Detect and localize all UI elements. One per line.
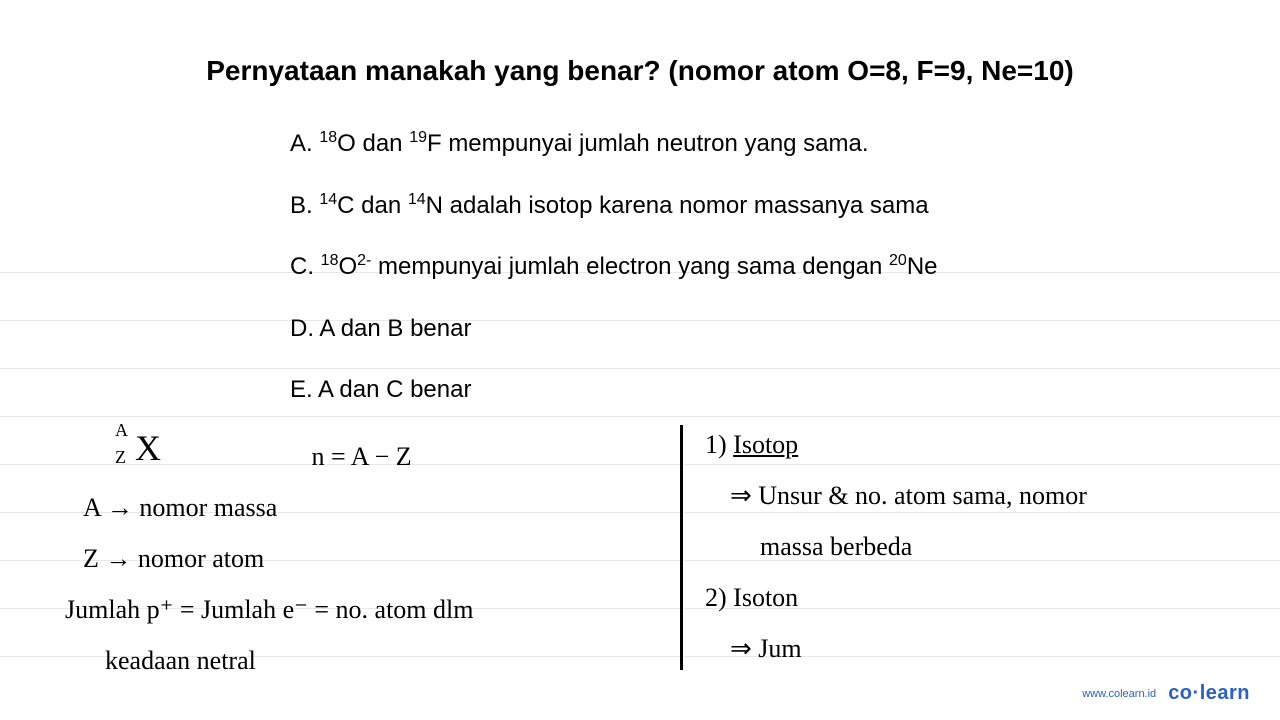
option-c-mid: mempunyai jumlah electron yang sama deng… [371, 253, 889, 280]
hw-formula-line: A Z X n = A − Z [65, 425, 645, 476]
option-a-prefix: A. [290, 130, 319, 157]
footer-url: www.colearn.id [1082, 688, 1156, 700]
azx-z: Z [115, 444, 126, 471]
hw-left-line2: Z → nomor atom [83, 539, 645, 578]
option-c-sup2: 2- [357, 252, 371, 269]
vertical-divider [680, 425, 683, 670]
hw-right-num2: 2) [705, 583, 733, 612]
option-b-rest: N adalah isotop karena nomor massanya sa… [426, 192, 929, 219]
azx-x: X [135, 421, 161, 475]
option-b-sup2: 14 [408, 191, 426, 208]
hw-isotop-title: Isotop [733, 430, 798, 459]
hw-right-line4: 2) Isoton [705, 578, 1225, 617]
hw-right-line3: massa berbeda [760, 527, 1225, 566]
option-a-sup1: 18 [319, 129, 337, 146]
option-a-sup2: 19 [409, 129, 427, 146]
option-c: C. 18O2- mempunyai jumlah electron yang … [290, 250, 1250, 284]
hw-neutron-formula: n = A − Z [312, 442, 412, 471]
option-e: E. A dan C benar [290, 373, 1250, 407]
content-area: Pernyataan manakah yang benar? (nomor at… [0, 0, 1280, 720]
question-title: Pernyataan manakah yang benar? (nomor at… [30, 55, 1250, 87]
option-b-prefix: B. [290, 192, 319, 219]
hw-isoton-title: Isoton [733, 583, 798, 612]
hw-right-line2: ⇒ Unsur & no. atom sama, nomor [730, 476, 1225, 515]
option-a-rest: F mempunyai jumlah neutron yang sama. [427, 130, 869, 157]
hw-right-line1: 1) Isotop [705, 425, 1225, 464]
hw-right-line5: ⇒ Jum [730, 629, 1225, 668]
hw-left-line1: A → nomor massa [83, 488, 645, 527]
azx-notation: A Z X [115, 425, 175, 465]
option-b: B. 14C dan 14N adalah isotop karena nomo… [290, 189, 1250, 223]
options-list: A. 18O dan 19F mempunyai jumlah neutron … [290, 127, 1250, 407]
option-a: A. 18O dan 19F mempunyai jumlah neutron … [290, 127, 1250, 161]
hw-left-line4: keadaan netral [105, 641, 645, 680]
option-b-el1: C dan [337, 192, 408, 219]
hw-right-num1: 1) [705, 430, 733, 459]
option-c-prefix: C. [290, 253, 321, 280]
option-c-rest: Ne [907, 253, 938, 280]
option-c-sup3: 20 [889, 252, 907, 269]
option-c-sup1: 18 [321, 252, 339, 269]
hw-left-line3: Jumlah p⁺ = Jumlah e⁻ = no. atom dlm [65, 590, 645, 629]
handwriting-right: 1) Isotop ⇒ Unsur & no. atom sama, nomor… [705, 425, 1225, 680]
footer-logo: co·learn [1168, 682, 1250, 705]
footer: www.colearn.id co·learn [1082, 682, 1250, 705]
handwriting-left: A Z X n = A − Z A → nomor massa Z → nomo… [65, 425, 645, 692]
option-a-el1: O dan [337, 130, 409, 157]
option-b-sup1: 14 [319, 191, 337, 208]
option-d: D. A dan B benar [290, 312, 1250, 346]
option-c-el1: O [338, 253, 357, 280]
azx-a: A [115, 417, 128, 444]
